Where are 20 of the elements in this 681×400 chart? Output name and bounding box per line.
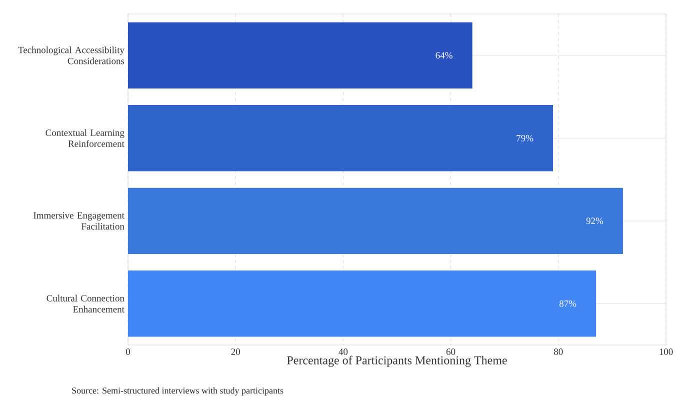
bar bbox=[128, 270, 596, 337]
x-tick-label: 40 bbox=[338, 348, 348, 355]
y-tick-label: Technological Accessibility Considerations bbox=[18, 46, 124, 64]
data-label: 92% bbox=[586, 218, 604, 224]
x-tick-label: 80 bbox=[554, 348, 563, 355]
x-axis-title: Percentage of Participants Mentioning Theme bbox=[287, 356, 507, 367]
data-label: 64% bbox=[436, 52, 452, 59]
data-label: 79% bbox=[516, 134, 534, 142]
y-tick-label: Contextual Learning Reinforcement bbox=[46, 129, 124, 147]
y-tick-label: Immersive Engagement Facilitation bbox=[34, 212, 124, 230]
x-tick-label: 60 bbox=[446, 348, 456, 355]
y-tick-label: Cultural Connection Enhancement bbox=[46, 294, 124, 312]
bar bbox=[128, 188, 623, 254]
data-label: 87% bbox=[559, 300, 576, 307]
source-note: Source: Semi-structured interviews with study participants bbox=[72, 387, 284, 396]
x-tick-label: 0 bbox=[126, 348, 130, 355]
bar bbox=[128, 105, 554, 172]
x-tick-label: 100 bbox=[660, 348, 673, 355]
bar bbox=[128, 22, 472, 88]
x-tick-label: 20 bbox=[231, 348, 240, 355]
